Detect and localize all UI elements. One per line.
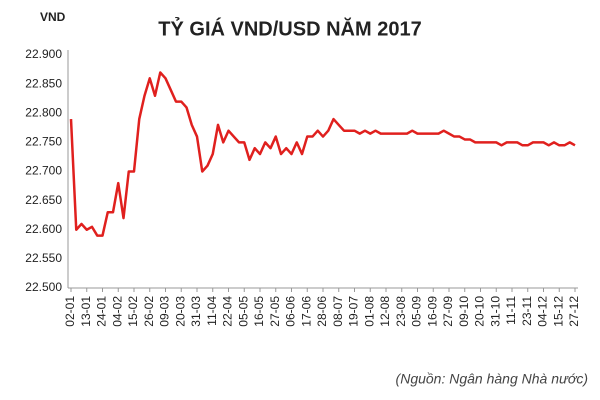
- x-tick-label: 04-02: [110, 296, 124, 327]
- x-tick-label: 02-01: [63, 296, 77, 327]
- data-line: [69, 71, 576, 237]
- x-tick-label: 26-02: [142, 296, 156, 327]
- y-axis-label: VND: [40, 10, 66, 24]
- source-note: (Nguồn: Ngân hàng Nhà nước): [396, 371, 588, 387]
- chart-title: TỶ GIÁ VND/USD NĂM 2017: [158, 17, 421, 40]
- x-tick-label: 11-11: [504, 296, 518, 325]
- y-tick-label: 22.650: [25, 193, 62, 207]
- x-tick-label: 28-06: [315, 296, 329, 327]
- x-tick-label: 04-12: [536, 296, 550, 327]
- x-tick-label: 23-08: [394, 296, 408, 327]
- x-tick-label: 31-03: [189, 296, 203, 327]
- x-tick-label: 13-01: [79, 296, 93, 327]
- x-tick-label: 01-08: [362, 296, 376, 327]
- y-tick-label: 22.750: [25, 135, 62, 149]
- x-tick-label: 15-12: [551, 296, 565, 327]
- x-tick-label: 20-10: [473, 296, 487, 327]
- y-tick-label: 22.900: [25, 47, 62, 61]
- x-tick-label: 05-09: [410, 296, 424, 327]
- x-tick-label: 12-08: [378, 296, 392, 327]
- x-tick-label: 05-05: [236, 296, 250, 327]
- x-tick-label: 15-02: [126, 296, 140, 327]
- x-tick-label: 22-04: [221, 296, 235, 327]
- x-tick-label: 23-11: [520, 296, 534, 326]
- x-tick-label: 20-03: [173, 296, 187, 327]
- x-tick-label: 24-01: [95, 296, 109, 327]
- y-tick-label: 22.500: [25, 280, 62, 294]
- x-tick-label: 17-06: [299, 296, 313, 327]
- x-tick-label: 16-09: [425, 296, 439, 327]
- x-tick-label: 09-10: [457, 296, 471, 327]
- x-tick-label: 08-07: [331, 296, 345, 327]
- y-tick-label: 22.800: [25, 105, 62, 119]
- x-tick-label: 11-04: [205, 296, 219, 326]
- x-tick-label: 27-12: [567, 296, 581, 327]
- y-tick-label: 22.600: [25, 222, 62, 236]
- x-tick-label: 16-05: [252, 296, 266, 327]
- x-tick-label: 27-09: [441, 296, 455, 327]
- x-tick-label: 09-03: [158, 296, 172, 327]
- x-tick-label: 27-05: [268, 296, 282, 327]
- x-tick-label: 19-07: [347, 296, 361, 327]
- x-tick-label: 31-10: [488, 296, 502, 327]
- x-tick-label: 06-06: [284, 296, 298, 327]
- y-tick-label: 22.850: [25, 76, 62, 90]
- y-tick-label: 22.700: [25, 164, 62, 178]
- y-tick-label: 22.550: [25, 251, 62, 265]
